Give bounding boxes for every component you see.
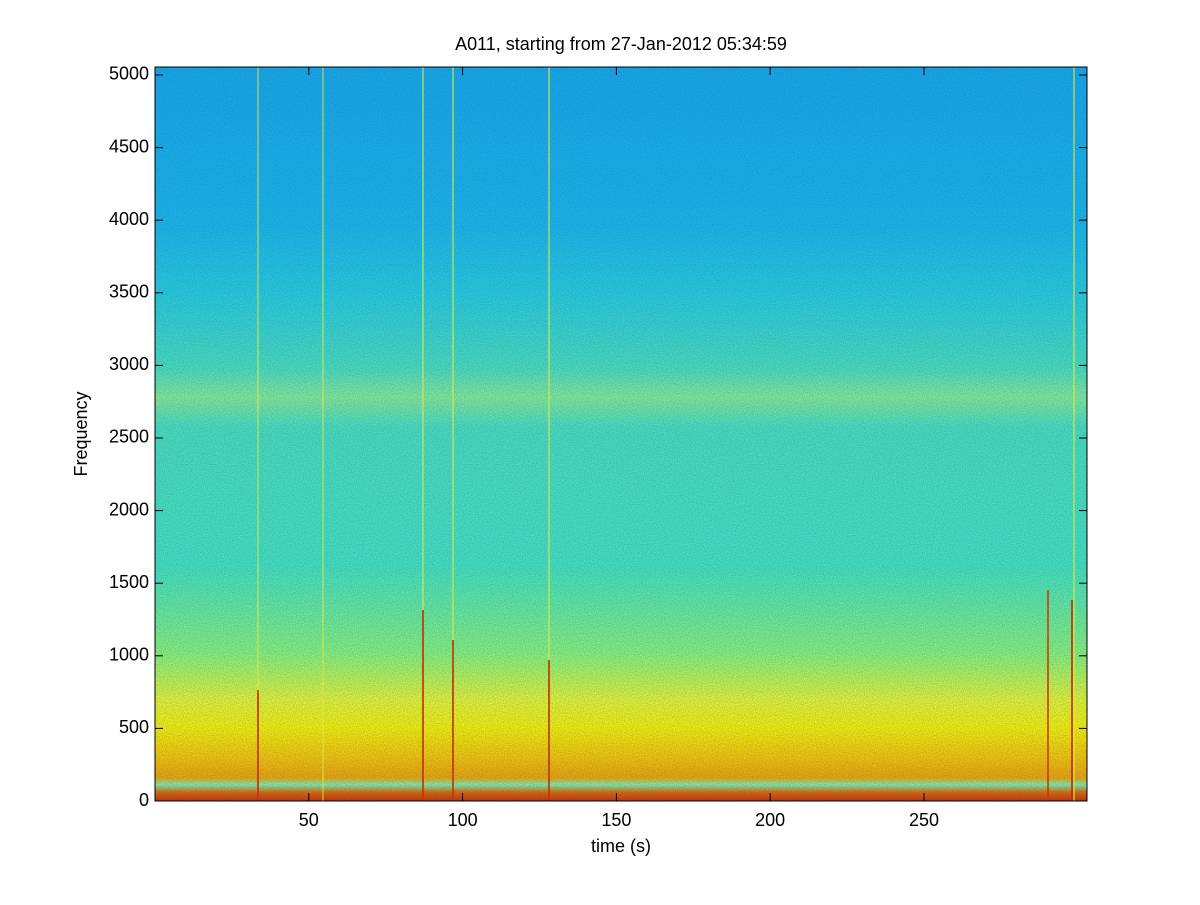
axes-box bbox=[154, 66, 1088, 802]
y-tick-label: 2000 bbox=[109, 499, 149, 519]
x-tick-label: 250 bbox=[909, 810, 939, 830]
spectrogram-noise bbox=[155, 67, 1087, 801]
y-tick-label: 5000 bbox=[109, 64, 149, 84]
y-tick-label: 500 bbox=[119, 717, 149, 737]
x-tick-label: 200 bbox=[755, 810, 785, 830]
y-tick-label: 1000 bbox=[109, 645, 149, 665]
y-tick-label: 3500 bbox=[109, 282, 149, 302]
chart-title: A011, starting from 27-Jan-2012 05:34:59 bbox=[455, 34, 787, 54]
y-tick-label: 3000 bbox=[109, 354, 149, 374]
x-tick-label: 50 bbox=[299, 810, 319, 830]
y-tick-label: 4000 bbox=[109, 209, 149, 229]
plot-area bbox=[154, 66, 1088, 802]
y-tick-label: 2500 bbox=[109, 427, 149, 447]
y-axis-label: Frequency bbox=[71, 391, 91, 476]
x-axis-label: time (s) bbox=[591, 836, 651, 856]
y-tick-label: 4500 bbox=[109, 136, 149, 156]
x-tick-label: 150 bbox=[601, 810, 631, 830]
transients bbox=[257, 67, 1075, 801]
y-tick-label: 1500 bbox=[109, 572, 149, 592]
y-tick-label: 0 bbox=[139, 790, 149, 810]
x-tick-label: 100 bbox=[448, 810, 478, 830]
